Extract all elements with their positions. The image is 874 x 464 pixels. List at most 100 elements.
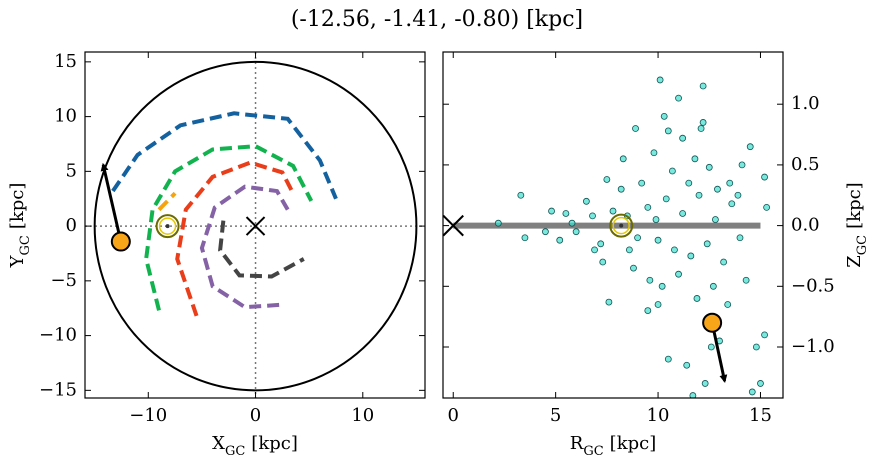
y-tick-label: 5 [66,160,77,181]
scatter-point [654,301,662,308]
scatter-point [517,191,525,199]
spiral-arm [218,220,305,279]
y-tick-label: 0.5 [791,154,820,175]
scatter-point [742,276,750,284]
x-tick-label: 15 [749,405,772,426]
y-tick-label: 10 [54,106,77,127]
spiral-arm [144,144,314,311]
scatter-point [589,212,596,220]
scatter-point [644,203,652,211]
x-tick-label: 10 [647,405,670,426]
y-tick-label: −0.5 [791,275,835,296]
scatter-point [705,163,713,171]
scatter-point [638,179,646,187]
scatter-point [660,112,668,120]
scatter-point [763,203,771,211]
scatter-point [679,134,687,142]
label-sub: GC [18,235,33,255]
scatter-point [746,143,754,151]
panel-frame [84,51,426,399]
scatter-point [736,234,744,242]
sun-ring [155,214,180,239]
y-tick-label: 1.0 [791,93,820,114]
scatter-point [556,236,564,244]
sun-ring [158,217,177,235]
scatter-point [714,185,721,193]
scatter-point [712,216,719,223]
y-axis-label: ZGC [kpc] [844,182,870,267]
scatter-point [609,207,617,215]
scatter-point [619,155,627,163]
y-tick-label: −10 [39,325,77,346]
scatter-point [757,380,764,387]
scatter-point [689,392,697,398]
spiral-arm [199,184,290,310]
scatter-point [656,76,664,84]
star-marker [110,231,131,252]
panel-frame [442,51,784,399]
scatter-point [603,176,611,183]
spiral-arm [111,111,338,200]
y-tick-label: 0.0 [791,215,820,236]
scatter-point [724,301,732,308]
scatter-point [521,234,529,242]
scatter-point [650,149,658,157]
x-axis-label: XGC [kpc] [212,433,298,459]
origin-cross [443,214,464,237]
scatter-point [605,298,613,306]
y-tick-label: 0 [66,215,77,236]
scatter-point [734,191,742,199]
sun-dot [619,223,624,228]
scatter-point [709,282,717,290]
label-unit: [kpc] [7,183,28,230]
scatter-point [582,197,590,205]
scatter-point [675,94,682,102]
sun-ring [612,216,630,235]
x-tick-label: 10 [351,405,374,426]
scatter-point [632,125,639,132]
scatter-point [646,276,654,284]
scatter-point [726,179,734,187]
scatter-point [720,258,728,266]
scatter-point [679,210,687,217]
scatter-point [644,307,652,314]
scatter-point [699,119,707,126]
scatter-point [625,246,633,254]
y-tick-label: −5 [50,270,77,291]
plot-area [443,76,771,398]
label-main: X [212,433,225,454]
scatter-point [671,246,678,254]
scatter-point [738,161,746,169]
scatter-point [697,125,705,132]
label-main: R [570,433,584,454]
scatter-point [695,191,703,199]
origin-cross [245,216,266,236]
label-sub: GC [225,444,245,459]
scatter-point [675,270,682,278]
scatter-point [658,282,666,290]
plot-area [85,52,425,398]
scatter-point [761,173,768,181]
scatter-point [542,228,549,236]
scatter-point [703,240,711,248]
scatter-point [548,207,555,215]
scatter-point [630,264,637,272]
scatter-point [562,210,570,217]
scatter-point [597,240,605,248]
sun-dot [165,224,170,229]
spiral-arm [157,191,177,212]
figure-title: (-12.56, -1.41, -0.80) [kpc] [291,7,583,32]
scatter-point [664,127,672,135]
scatter-point [748,388,756,396]
scatter-point [662,195,670,203]
scatter-point [691,155,699,163]
scatter-point [664,355,672,363]
x-tick-label: 5 [550,405,561,426]
label-main: Y [7,254,28,268]
scatter-point [687,252,695,260]
scatter-point [634,234,641,242]
scatter-point [668,167,676,175]
scatter-point [707,343,715,351]
label-unit: [kpc] [844,182,865,229]
